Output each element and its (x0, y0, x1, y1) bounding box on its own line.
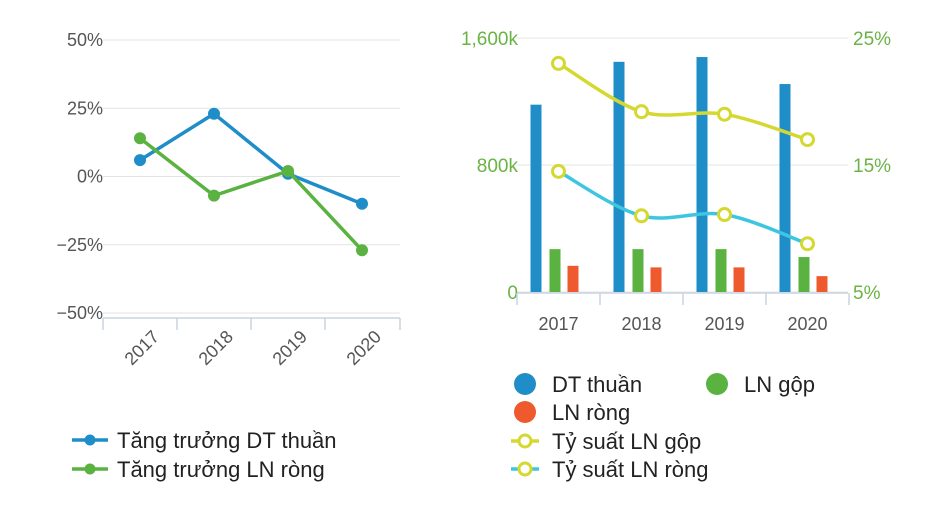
ratio-point (634, 208, 649, 224)
legend-swatch-marker (514, 373, 536, 395)
bar (798, 257, 810, 292)
ratio-point (551, 55, 566, 71)
bar (650, 267, 662, 292)
ratio-point (717, 207, 732, 223)
x-tick-label: 2020 (343, 327, 385, 369)
y-left-tick-label: 800k (477, 156, 519, 177)
ratio-point (800, 236, 815, 252)
legend-label: Tỷ suất LN gộp (552, 429, 701, 454)
legend-label: Tăng trưởng DT thuần (117, 428, 337, 453)
y-tick-label: −25% (56, 235, 103, 255)
data-point (134, 154, 146, 167)
ratio-point (634, 104, 649, 120)
growth-line-chart: 50% 25% 0% −25% −50% 2017 2018 2019 2020 Tăng trư… (56, 30, 401, 482)
y-right-tick-label: 15% (853, 156, 891, 177)
legend-swatch-marker (514, 401, 536, 423)
data-point (134, 132, 146, 145)
ratio-line (557, 169, 809, 246)
legend-label: LN gộp (744, 372, 815, 397)
y-tick-label: −50% (56, 303, 103, 323)
ratio-point (800, 132, 815, 148)
bar (696, 57, 708, 292)
data-point (208, 189, 220, 202)
ratio-line (557, 61, 809, 142)
y-left-tick-label: 0 (507, 283, 518, 304)
data-point (208, 107, 220, 120)
bar (613, 61, 625, 292)
bar (733, 267, 745, 292)
y-right-tick-label: 25% (853, 29, 891, 50)
x-tick-label: 2018 (195, 327, 237, 369)
data-point (356, 197, 368, 210)
bar (816, 276, 828, 292)
legend-label: LN ròng (552, 400, 630, 425)
y-right-tick-label: 5% (853, 283, 881, 304)
series-line (139, 111, 363, 206)
x-tick-label: 2020 (787, 314, 827, 334)
revenue-combo-chart: 1,600k 800k 0 25% 15% 5% 2017 2018 2019 2020 DT th… (461, 29, 891, 482)
legend-swatch-marker (517, 461, 533, 477)
x-tick-label: 2017 (121, 327, 163, 369)
ratio-point (551, 163, 566, 179)
x-tick-label: 2018 (621, 314, 661, 334)
legend-label: Tỷ suất LN ròng (552, 457, 709, 482)
y-tick-label: 25% (67, 98, 103, 118)
data-point (282, 165, 294, 178)
bar (715, 249, 727, 292)
series-line (138, 136, 364, 252)
bar (530, 104, 542, 292)
bar (549, 249, 561, 292)
legend-label: Tăng trưởng LN ròng (117, 457, 325, 482)
y-left-tick-label: 1,600k (461, 29, 519, 50)
legend-swatch-marker (706, 373, 728, 395)
legend-swatch-marker (84, 463, 96, 475)
x-tick-label: 2019 (269, 327, 311, 369)
bar (632, 249, 644, 292)
legend-label: DT thuần (552, 372, 642, 397)
ratio-point (717, 106, 732, 122)
x-tick-label: 2017 (538, 314, 578, 334)
y-tick-label: 0% (77, 167, 103, 187)
legend-swatch-marker (517, 433, 533, 449)
data-point (356, 244, 368, 257)
legend-swatch-marker (84, 434, 96, 446)
y-tick-label: 50% (67, 30, 103, 50)
bar (567, 265, 579, 292)
bar (779, 84, 791, 292)
x-tick-label: 2019 (704, 314, 744, 334)
